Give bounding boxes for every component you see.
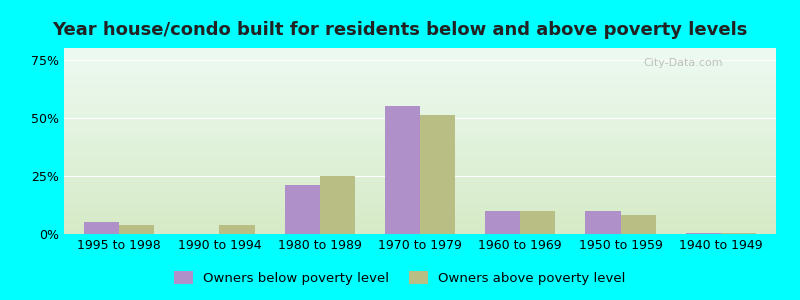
Bar xyxy=(320,176,355,234)
Bar xyxy=(721,233,756,234)
Bar xyxy=(385,106,420,234)
Bar xyxy=(621,215,656,234)
Legend: Owners below poverty level, Owners above poverty level: Owners below poverty level, Owners above… xyxy=(169,266,631,290)
Bar xyxy=(285,185,320,234)
Text: Year house/condo built for residents below and above poverty levels: Year house/condo built for residents bel… xyxy=(52,21,748,39)
Bar xyxy=(520,211,555,234)
Bar xyxy=(119,225,154,234)
Bar xyxy=(420,116,455,234)
Bar xyxy=(586,211,621,234)
Bar xyxy=(84,222,119,234)
Bar xyxy=(686,233,721,234)
Bar xyxy=(485,211,520,234)
Bar xyxy=(219,225,254,234)
Text: City-Data.com: City-Data.com xyxy=(644,58,723,68)
